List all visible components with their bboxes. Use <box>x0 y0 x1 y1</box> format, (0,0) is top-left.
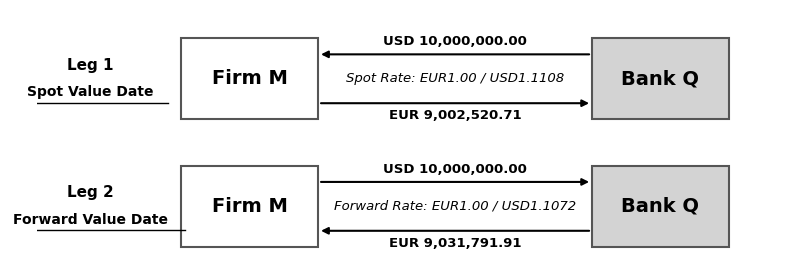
Text: EUR 9,031,791.91: EUR 9,031,791.91 <box>389 237 522 250</box>
Text: Bank Q: Bank Q <box>622 69 699 88</box>
Text: Leg 1: Leg 1 <box>67 58 114 73</box>
FancyBboxPatch shape <box>182 38 318 119</box>
FancyBboxPatch shape <box>592 166 729 247</box>
Text: Leg 2: Leg 2 <box>66 185 114 200</box>
Text: USD 10,000,000.00: USD 10,000,000.00 <box>383 163 527 176</box>
Text: Forward Rate: EUR1.00 / USD1.1072: Forward Rate: EUR1.00 / USD1.1072 <box>334 200 576 213</box>
Text: Firm M: Firm M <box>212 69 288 88</box>
Text: Firm M: Firm M <box>212 197 288 216</box>
Text: Spot Rate: EUR1.00 / USD1.1108: Spot Rate: EUR1.00 / USD1.1108 <box>346 72 564 85</box>
Text: Spot Value Date: Spot Value Date <box>27 85 154 99</box>
FancyBboxPatch shape <box>182 166 318 247</box>
FancyBboxPatch shape <box>592 38 729 119</box>
Text: EUR 9,002,520.71: EUR 9,002,520.71 <box>389 109 522 122</box>
Text: USD 10,000,000.00: USD 10,000,000.00 <box>383 35 527 48</box>
Text: Forward Value Date: Forward Value Date <box>13 213 168 227</box>
Text: Bank Q: Bank Q <box>622 197 699 216</box>
